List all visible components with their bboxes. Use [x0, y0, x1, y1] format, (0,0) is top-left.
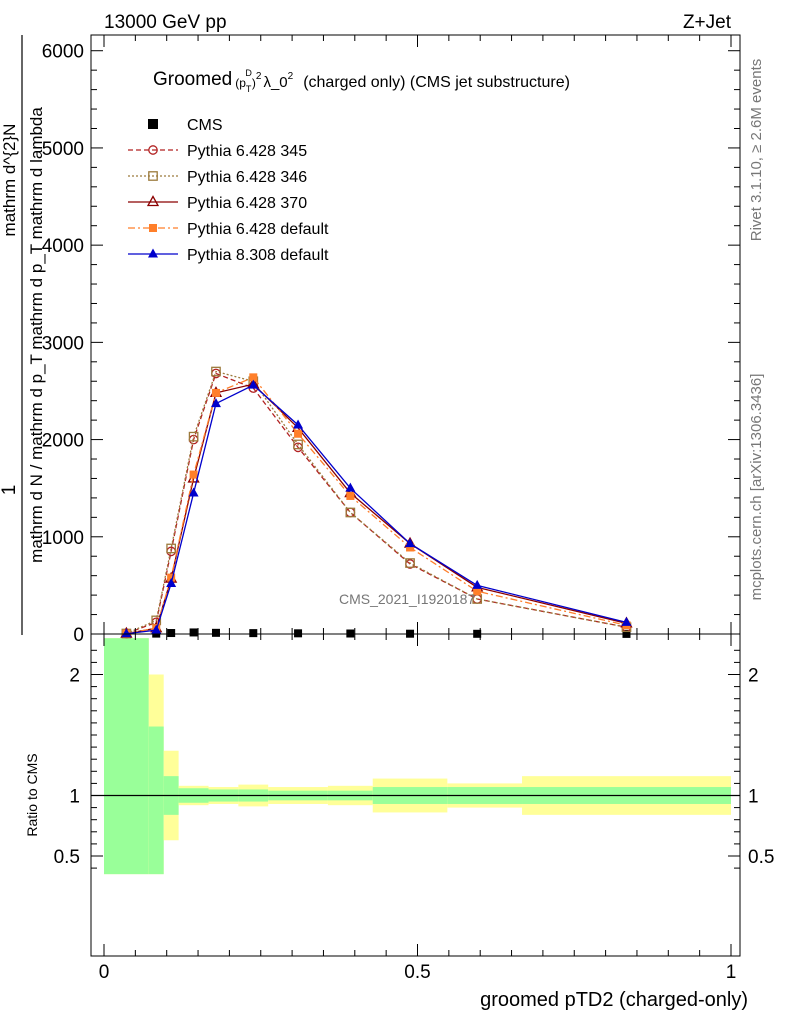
- series-5: [121, 379, 632, 638]
- series-5-point-7: [345, 482, 356, 492]
- ylabel-denominator: mathrm d N / mathrm d p_T mathrm d p_T m…: [27, 107, 46, 563]
- series-2-point-2: [166, 543, 177, 554]
- legend-entry-4: Pythia 6.428 default: [128, 221, 329, 238]
- ratio-ytick-label-right-1: 1: [748, 787, 759, 808]
- axis-ticks: [91, 35, 740, 956]
- legend-entry-2: Pythia 6.428 346: [128, 169, 307, 186]
- chart-title-main: Groomed: [153, 69, 232, 90]
- main-ytick-label-6: 6000: [42, 42, 84, 63]
- x-axis-label: groomed pTD2 (charged-only): [480, 989, 748, 1011]
- y-axis-label-ratio: Ratio to CMS: [24, 753, 40, 836]
- series-2-point-4: [211, 366, 221, 377]
- series-4-point-2: [167, 573, 176, 582]
- legend-entry-3: Pythia 6.428 370: [128, 195, 307, 212]
- series-2-point-3: [188, 431, 199, 442]
- ratio-ytick-label-right-0: 0.5: [748, 847, 774, 868]
- legend-entry-5: Pythia 8.308 default: [128, 247, 329, 264]
- series-2-point-7: [345, 507, 356, 518]
- series-4-point-7: [346, 491, 355, 500]
- cms-point-5: [249, 629, 258, 638]
- series-5-point-5: [248, 379, 259, 389]
- process-label: Z+Jet: [683, 12, 732, 33]
- series-4-point-9: [473, 587, 482, 596]
- main-ytick-label-2: 2000: [42, 431, 84, 452]
- ratio-ytick-label-1: 1: [69, 787, 80, 808]
- series-5-point-4: [210, 398, 221, 408]
- cms-point-3: [189, 628, 198, 637]
- series-4-point-5: [249, 373, 258, 382]
- main-ytick-label-1: 1000: [42, 528, 84, 549]
- analysis-watermark: CMS_2021_I1920187: [339, 591, 475, 607]
- series-5-point-10: [621, 616, 632, 626]
- uncertainty-bands: [104, 638, 731, 875]
- legend-label-0: CMS: [187, 117, 223, 134]
- series-5-point-9: [472, 579, 483, 589]
- legend-marker-5: [148, 248, 158, 258]
- ylabel-fraction-numerator: 1: [0, 485, 20, 496]
- y-axis-label-main: 1 mathrm d N / mathrm d p_T mathrm d p_T…: [0, 35, 46, 635]
- legend-marker-3: [146, 195, 160, 207]
- series-2-point-6: [293, 439, 303, 450]
- legend: CMS Pythia 6.428 345 Pythia 6.428 346 Pythi…: [128, 117, 329, 264]
- legend-label-2: Pythia 6.428 346: [187, 169, 307, 186]
- legend-label-5: Pythia 8.308 default: [187, 247, 329, 264]
- series-0: [122, 628, 631, 638]
- band-inner-0: [104, 638, 149, 875]
- series-4-point-3: [189, 470, 198, 479]
- chart-title-tail: (charged only) (CMS jet substructure): [303, 74, 570, 91]
- legend-marker-2: [148, 171, 158, 181]
- ratio-ytick-label-2: 2: [69, 666, 80, 687]
- series-5-point-8: [405, 538, 416, 548]
- cms-point-6: [294, 629, 303, 638]
- main-ytick-label-5: 5000: [42, 139, 84, 160]
- legend-label-4: Pythia 6.428 default: [187, 221, 329, 238]
- series-1-point-7: [345, 507, 356, 518]
- series-5-point-3: [188, 487, 199, 497]
- cms-point-4: [211, 628, 220, 637]
- legend-entry-0: CMS: [148, 117, 223, 134]
- series-line-2: [126, 370, 627, 635]
- legend-marker-4: [149, 224, 157, 232]
- tick-labels: 0 1000 2000 3000 4000 5000 6000 0 0.5 1 0.5 0.5 1 1 2 2: [42, 42, 775, 983]
- series-2-point-8: [405, 558, 415, 568]
- main-ytick-label-0: 0: [73, 625, 84, 646]
- xtick-label-0: 0: [99, 962, 110, 983]
- main-ytick-label-3: 3000: [42, 333, 84, 354]
- series-5-point-0: [121, 628, 132, 638]
- legend-label-1: Pythia 6.428 345: [187, 143, 307, 160]
- series-5-point-1: [151, 624, 162, 634]
- main-ytick-label-4: 4000: [42, 236, 84, 257]
- series-4-point-6: [294, 429, 303, 438]
- series-4-point-8: [406, 543, 415, 552]
- xtick-label-2: 1: [726, 962, 737, 983]
- series-5-point-2: [166, 577, 177, 587]
- cms-point-2: [167, 629, 176, 638]
- legend-marker-0: [148, 119, 158, 129]
- series-line-4: [126, 376, 627, 635]
- rivet-version-label: Rivet 3.1.10, ≥ 2.6M events: [748, 59, 765, 242]
- band-inner-1: [148, 726, 164, 875]
- ratio-ytick-label-right-2: 2: [748, 666, 759, 687]
- xtick-label-1: 0.5: [404, 962, 430, 983]
- series-4-point-4: [211, 388, 220, 397]
- legend-label-3: Pythia 6.428 370: [187, 195, 307, 212]
- series-5-point-6: [293, 419, 304, 429]
- legend-marker-1: [148, 145, 158, 155]
- energy-label: 13000 GeV pp: [104, 12, 227, 33]
- mcplots-label: mcplots.cern.ch [arXiv:1306.3436]: [748, 374, 765, 601]
- chart-title: Groomed (pTD)2 λ_02 (charged only) (CMS jet…: [153, 68, 570, 94]
- ylabel-numerator: mathrm d^{2}N: [0, 124, 19, 237]
- legend-entry-1: Pythia 6.428 345: [128, 143, 307, 160]
- ratio-ytick-label-0: 0.5: [54, 847, 80, 868]
